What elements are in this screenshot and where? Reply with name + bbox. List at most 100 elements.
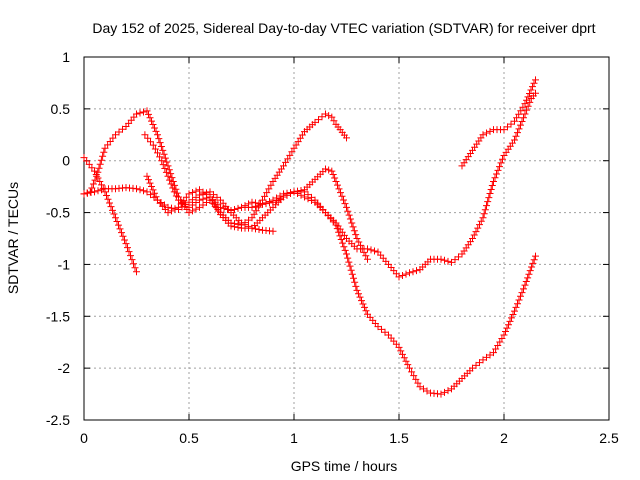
data-point [91, 188, 98, 196]
data-point [477, 217, 485, 225]
data-point [352, 231, 360, 239]
data-point [371, 247, 378, 255]
data-point [346, 262, 354, 270]
data-point [94, 168, 102, 176]
x-tick-label: 2 [500, 430, 508, 446]
data-point [492, 345, 500, 353]
data-point [480, 210, 488, 218]
data-point [494, 342, 502, 350]
data-point [350, 227, 358, 235]
data-point [511, 307, 518, 315]
data-point [189, 189, 196, 197]
grid-lines [84, 57, 609, 420]
data-point [362, 307, 370, 315]
data-point [505, 321, 512, 329]
data-point [115, 221, 122, 229]
y-tick-labels: -2.5 -2 -1.5 -1 -0.5 0 0.5 1 [46, 49, 70, 428]
data-point [148, 117, 155, 125]
data-point [192, 187, 200, 195]
data-point [355, 290, 362, 298]
data-point [513, 114, 521, 122]
data-point [341, 246, 349, 254]
data-point [171, 205, 179, 213]
series-arc-e [143, 172, 539, 398]
data-point [503, 324, 511, 332]
data-point [400, 354, 408, 362]
data-point [227, 222, 235, 230]
data-point [508, 314, 515, 322]
data-point [344, 254, 352, 262]
data-point [410, 372, 418, 380]
data-point [88, 184, 96, 192]
data-point [472, 228, 480, 236]
data-point [149, 121, 157, 129]
data-point [140, 108, 147, 116]
axis-ticks [83, 56, 610, 421]
data-point [263, 189, 271, 197]
data-point [148, 182, 155, 190]
data-point [345, 258, 353, 266]
data-point [113, 217, 121, 225]
data-point [528, 263, 536, 271]
data-point [231, 205, 238, 213]
data-point [149, 141, 157, 149]
data-point [157, 142, 165, 150]
data-point [98, 186, 105, 194]
data-point [252, 207, 260, 215]
data-point [413, 267, 420, 275]
data-point [189, 207, 196, 215]
x-tick-label: 0.5 [179, 430, 199, 446]
data-point [152, 127, 160, 135]
data-point [518, 117, 526, 125]
data-point [404, 361, 412, 369]
data-point [349, 223, 357, 231]
plot-frame [83, 56, 610, 421]
y-tick-label: -2 [58, 360, 71, 376]
data-point [269, 198, 277, 206]
data-point [96, 160, 104, 168]
data-point [402, 270, 410, 278]
data-point [343, 250, 350, 258]
data-point [486, 190, 494, 198]
data-point [133, 110, 140, 118]
data-point [488, 181, 496, 189]
data-point [336, 232, 344, 240]
data-point [234, 223, 242, 231]
data-point [359, 300, 367, 308]
data-point [332, 177, 340, 185]
data-point [284, 155, 292, 163]
series-arc-b [80, 107, 350, 229]
data-point [248, 214, 256, 222]
x-tick-label: 2.5 [599, 430, 619, 446]
data-point [97, 156, 105, 164]
data-point [133, 268, 140, 276]
data-point [491, 174, 499, 182]
data-point [526, 267, 534, 275]
data-point [297, 186, 305, 194]
data-point [164, 172, 172, 180]
data-point [206, 193, 214, 201]
x-tick-label: 1.5 [389, 430, 409, 446]
data-point [331, 174, 339, 182]
data-point [151, 189, 158, 197]
data-point [146, 114, 154, 122]
data-point [339, 239, 347, 247]
data-point [515, 110, 523, 118]
data-point [96, 177, 104, 185]
data-point [479, 131, 487, 139]
data-point [520, 285, 527, 293]
data-point [521, 281, 529, 289]
data-point [325, 166, 333, 174]
data-point [341, 200, 349, 208]
y-tick-label: -1 [58, 256, 71, 272]
data-point [334, 181, 341, 189]
data-point [340, 243, 348, 251]
data-point [130, 260, 137, 268]
data-point [255, 226, 263, 234]
data-point [250, 210, 258, 218]
data-point [414, 379, 422, 387]
y-tick-label: 1 [62, 49, 70, 65]
data-point [173, 189, 181, 197]
y-tick-label: -0.5 [46, 205, 70, 221]
data-point [357, 241, 364, 249]
